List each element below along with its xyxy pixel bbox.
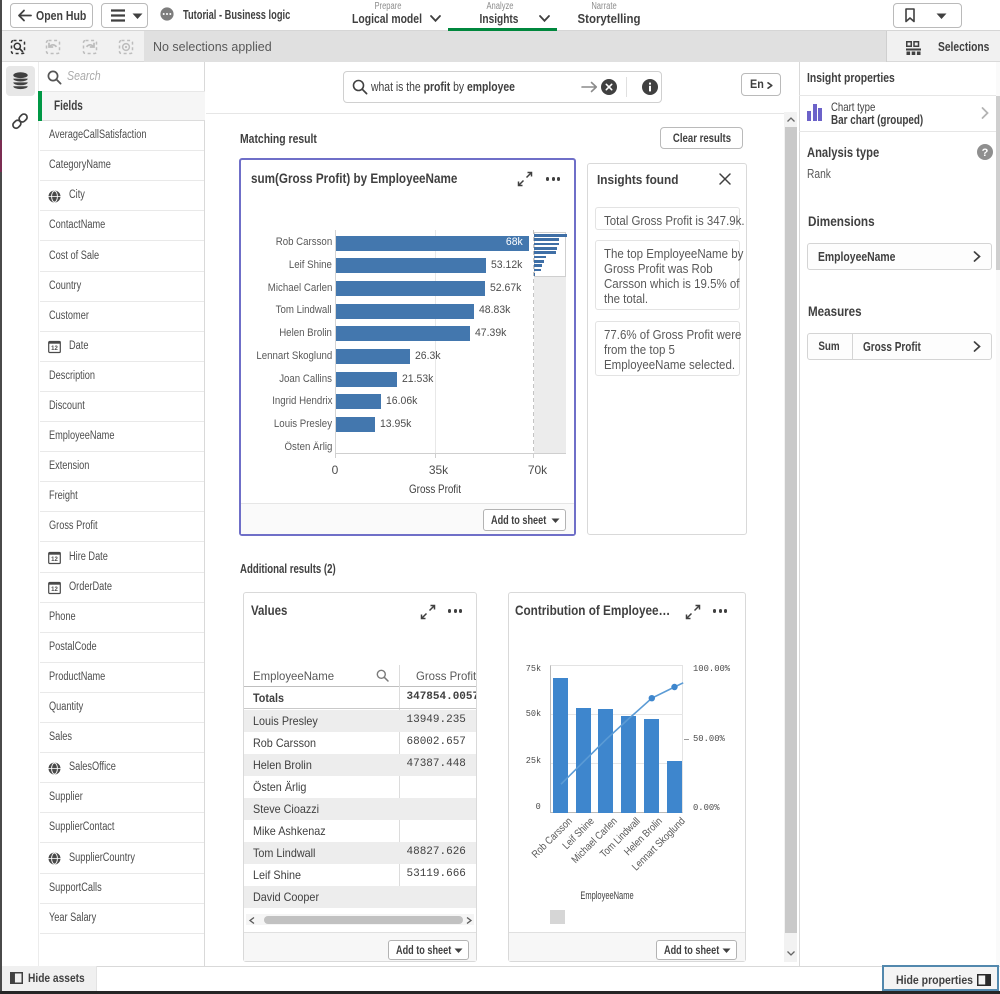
svg-text:12: 12 (51, 587, 58, 593)
svg-text:?: ? (982, 147, 989, 159)
svg-text:12: 12 (51, 346, 58, 352)
svg-text:12: 12 (51, 557, 58, 563)
